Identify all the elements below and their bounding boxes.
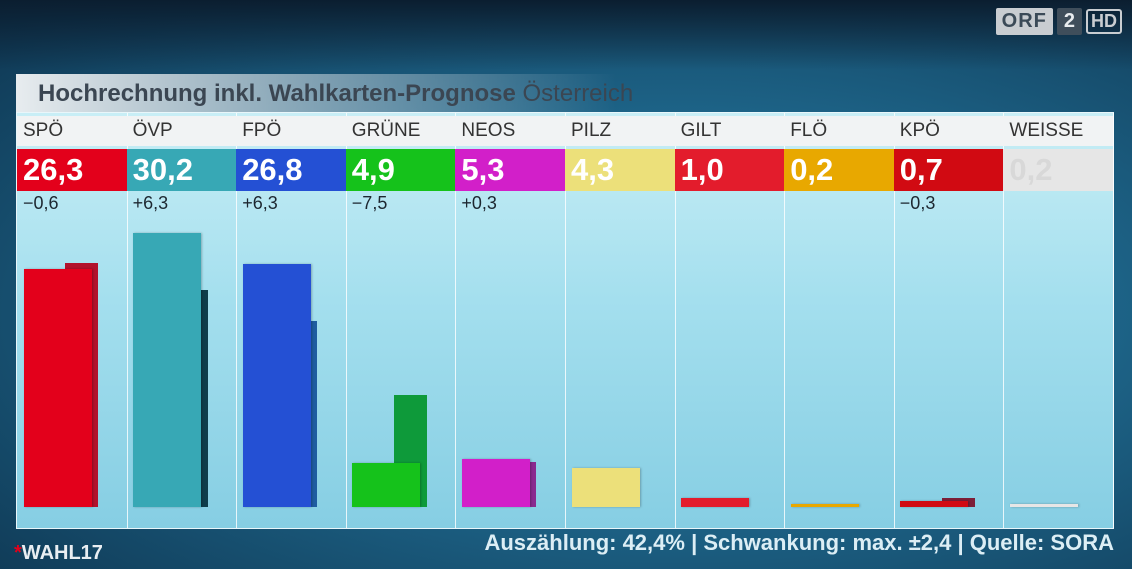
current-result-bar [681, 497, 750, 507]
party-change: −0,6 [23, 193, 59, 213]
party-name: GILT [674, 116, 785, 146]
party-column-0: SPÖ 26,3 −0,6 [17, 113, 128, 528]
party-change: +6,3 [242, 193, 278, 213]
current-result-bar [133, 233, 202, 507]
chart-panel: SPÖ 26,3 −0,6 ÖVP 30,2 +6,3 FPÖ 26,8 +6,3 GRÜNE 4,… [16, 112, 1114, 529]
chart-title: Hochrechnung inkl. Wahlkarten-Prognose Ö… [38, 80, 633, 108]
party-value: 30,2 [126, 149, 237, 191]
title-backdrop [16, 74, 616, 114]
party-name: FPÖ [236, 116, 346, 146]
party-value: 4,9 [345, 149, 456, 191]
brand-mark: * [14, 542, 22, 564]
party-name: PILZ [565, 116, 675, 146]
wahl17-brand: *WAHL17 [14, 542, 103, 565]
party-value: 4,3 [565, 149, 675, 191]
chart-title-main: Hochrechnung inkl. Wahlkarten-Prognose [38, 80, 516, 107]
party-value: 0,7 [893, 149, 1004, 191]
current-result-bar [352, 462, 421, 507]
current-result-bar [461, 458, 530, 507]
party-name: ÖVP [126, 116, 237, 146]
party-column-6: GILT 1,0 [674, 113, 786, 528]
logo-orf: ORF [995, 8, 1053, 35]
brand-text: WAHL17 [21, 542, 103, 564]
party-name: KPÖ [893, 116, 1004, 146]
party-value: 1,0 [674, 149, 785, 191]
logo-hd: HD [1086, 9, 1122, 34]
party-column-4: NEOS 5,3 +0,3 [455, 113, 566, 528]
party-column-7: FLÖ 0,2 [784, 113, 895, 528]
party-change: +0,3 [461, 193, 497, 213]
party-name: NEOS [455, 116, 565, 146]
party-column-9: WEISSE 0,2 [1003, 113, 1114, 528]
party-value: 0,2 [784, 149, 894, 191]
party-change: −0,3 [899, 193, 936, 213]
current-result-bar [23, 268, 92, 507]
chart-title-region: Österreich [522, 80, 634, 107]
current-result-bar [242, 264, 311, 507]
party-change: +6,3 [132, 193, 169, 213]
party-column-3: GRÜNE 4,9 −7,5 [345, 113, 457, 528]
party-column-1: ÖVP 30,2 +6,3 [126, 113, 238, 528]
current-result-bar [790, 504, 859, 507]
party-value: 26,8 [236, 149, 346, 191]
current-result-bar [900, 500, 969, 507]
current-result-bar [571, 468, 640, 507]
party-change: −7,5 [351, 193, 388, 213]
party-name: WEISSE [1003, 116, 1113, 146]
current-result-bar [1009, 504, 1078, 507]
party-column-8: KPÖ 0,7 −0,3 [893, 113, 1005, 528]
party-column-2: FPÖ 26,8 +6,3 [236, 113, 347, 528]
logo-channel: 2 [1056, 8, 1082, 35]
party-name: GRÜNE [345, 116, 456, 146]
party-value: 0,2 [1003, 149, 1113, 191]
party-name: SPÖ [17, 116, 127, 146]
footer-info: Auszählung: 42,4% | Schwankung: max. ±2,… [484, 530, 1114, 555]
party-value: 5,3 [455, 149, 565, 191]
orf2-hd-logo: ORF 2 HD [995, 8, 1122, 35]
party-column-5: PILZ 4,3 [565, 113, 676, 528]
broadcast-top-band [0, 0, 1132, 70]
party-value: 26,3 [17, 149, 127, 191]
party-name: FLÖ [784, 116, 894, 146]
